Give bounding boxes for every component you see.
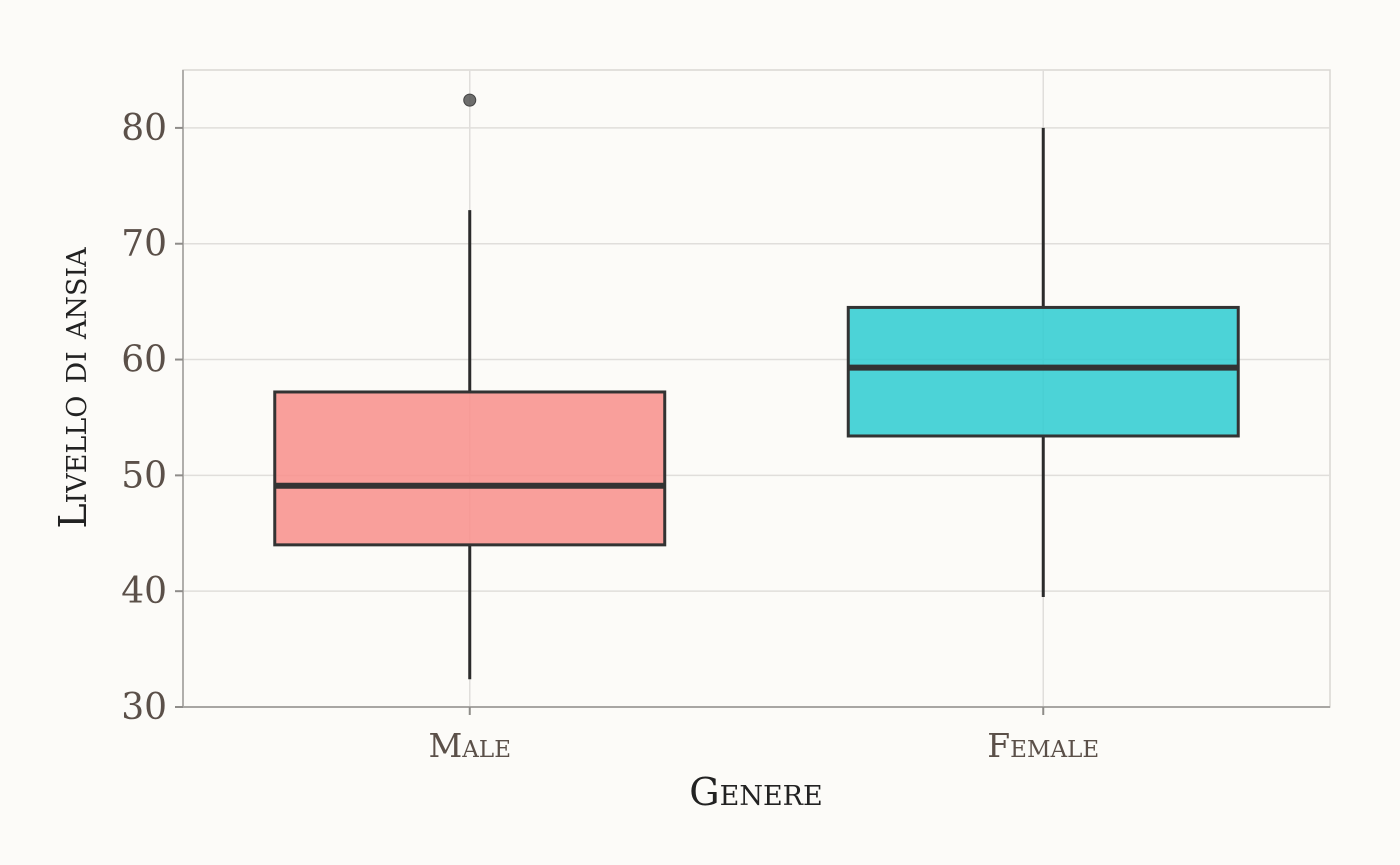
axes: 30 40 50 60 70 80 Male Female — [121, 70, 1330, 765]
y-tick-label: 50 — [121, 455, 167, 496]
box-series — [273, 93, 1240, 680]
y-tick-label: 60 — [121, 340, 167, 381]
box-female — [846, 127, 1240, 597]
y-tick-label: 70 — [121, 224, 167, 265]
y-axis-title: Livello di ansia — [51, 247, 95, 529]
iqr-box — [273, 390, 667, 547]
iqr-box — [846, 305, 1240, 438]
outlier-point — [463, 93, 477, 107]
x-axis-title: Genere — [689, 770, 822, 814]
y-tick-label: 30 — [121, 687, 167, 728]
box-male — [273, 93, 667, 680]
x-tick-label-male: Male — [429, 726, 511, 765]
x-tick-label-female: Female — [987, 726, 1099, 765]
y-tick-label: 40 — [121, 571, 167, 612]
y-tick-label: 80 — [121, 108, 167, 149]
